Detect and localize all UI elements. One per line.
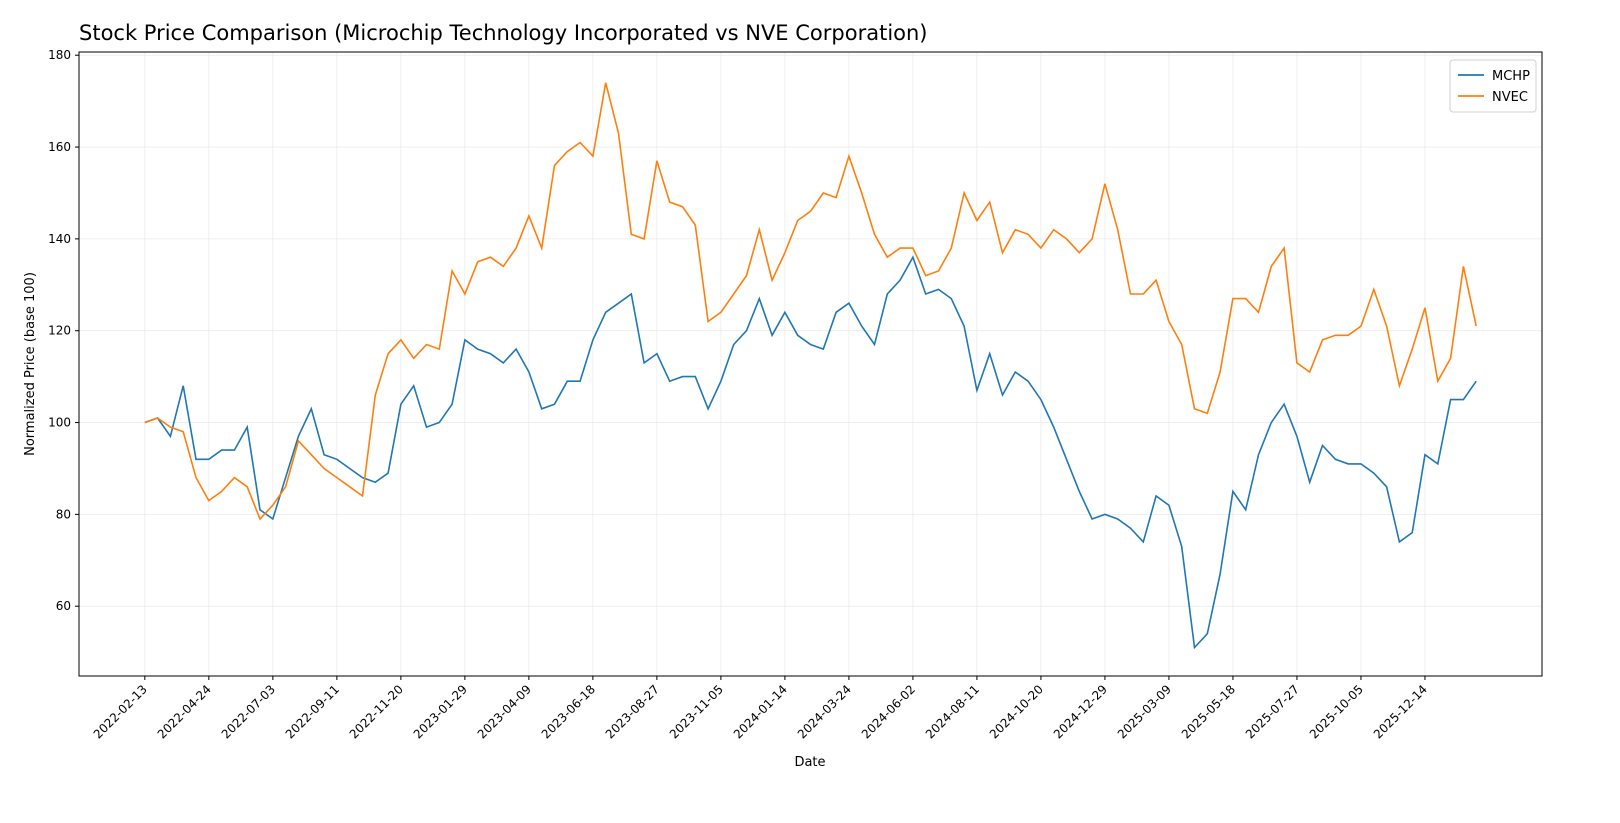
x-axis-label: Date [794,755,825,770]
x-tick-label: 2022-04-24 [155,682,214,741]
x-tick-label: 2022-09-11 [283,682,342,741]
y-tick-label: 80 [56,507,71,521]
y-axis-label: Normalized Price (base 100) [23,272,38,456]
y-tick-label: 60 [56,599,71,613]
x-tick-label: 2024-06-02 [859,682,918,741]
legend-box [1449,59,1537,113]
plot-frame [78,51,1543,677]
x-tick-label: 2025-03-09 [1115,682,1174,741]
x-tick-label: 2025-07-27 [1243,682,1302,741]
legend-label: MCHP [1492,69,1530,84]
x-tick-label: 2023-01-29 [411,682,470,741]
x-tick-label: 2024-08-11 [923,682,982,741]
series-line [144,82,1477,521]
x-tick-label: 2023-08-27 [603,682,662,741]
x-tick-label: 2024-12-29 [1051,682,1110,741]
x-tick-label: 2024-03-24 [795,682,854,741]
legend: MCHP NVEC [1449,59,1537,113]
y-tick-label: 180 [48,48,71,62]
chart-title: Stock Price Comparison (Microchip Techno… [79,21,928,45]
x-tick-label: 2024-01-14 [731,682,790,741]
series-line [144,255,1477,650]
x-tick-label: 2022-02-13 [91,682,150,741]
x-tick-label: 2024-10-20 [987,682,1046,741]
y-tick-label: 140 [48,232,71,246]
y-tick-label: 120 [48,324,71,338]
x-tick-label: 2022-07-03 [219,682,278,741]
x-tick-label: 2025-10-05 [1307,682,1366,741]
x-tick-label: 2025-05-18 [1179,682,1238,741]
x-tick-label: 2023-06-18 [539,682,598,741]
x-tick-label: 2022-11-20 [347,682,406,741]
legend-label: NVEC [1492,90,1528,105]
y-tick-label: 100 [48,416,71,430]
y-tick-label: 160 [48,140,71,154]
x-tick-label: 2025-12-14 [1371,682,1430,741]
x-tick-label: 2023-04-09 [475,682,534,741]
x-tick-label: 2023-11-05 [667,682,726,741]
